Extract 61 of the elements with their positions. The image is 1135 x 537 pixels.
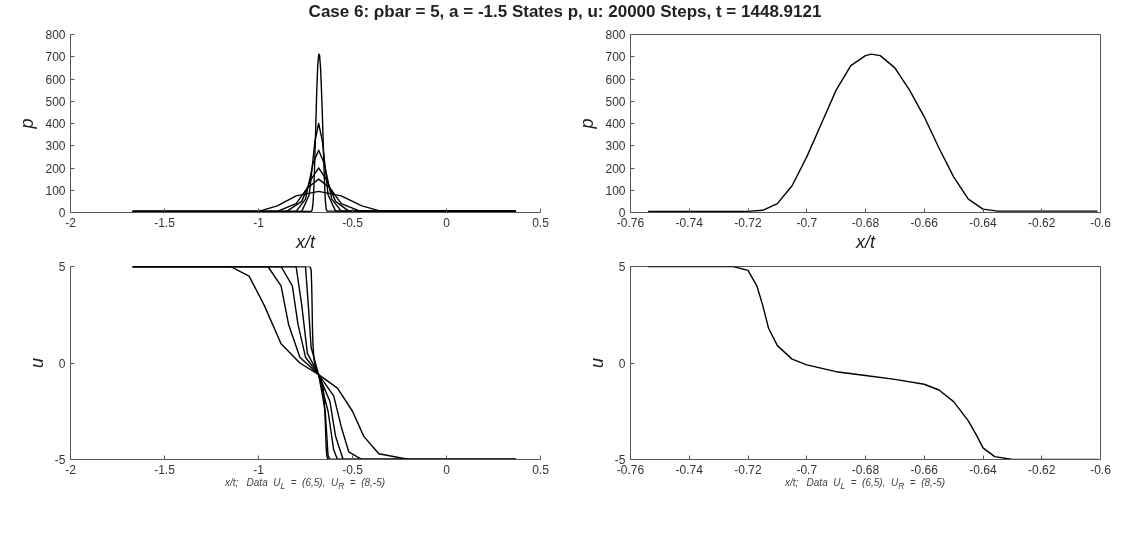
y-tick-label: 700 bbox=[45, 50, 66, 65]
x-tick-label: 0 bbox=[443, 215, 451, 230]
x-tick-label: 0.5 bbox=[532, 462, 550, 477]
x-axis-title: x/t bbox=[295, 231, 316, 252]
x-tick-label: -0.68 bbox=[851, 215, 880, 230]
x-tick-label: -2 bbox=[65, 215, 77, 230]
y-tick-label: 5 bbox=[618, 260, 626, 274]
x-tick-label: -0.6 bbox=[1090, 215, 1112, 230]
y-tick-label: 300 bbox=[605, 139, 626, 154]
x-tick-label: -0.72 bbox=[734, 215, 762, 230]
y-tick-label: -5 bbox=[614, 453, 626, 467]
x-tick-label: 0.5 bbox=[532, 215, 550, 230]
y-tick-label: 200 bbox=[605, 161, 626, 176]
x-tick-label: -1.5 bbox=[154, 462, 176, 477]
x-tick-label: -1.5 bbox=[154, 215, 176, 230]
x-tick-label: -0.7 bbox=[796, 462, 818, 477]
y-tick-label: 800 bbox=[45, 28, 66, 42]
x-tick-label: -0.6 bbox=[1090, 462, 1112, 477]
y-tick-label: 5 bbox=[58, 260, 66, 274]
y-tick-label: 0 bbox=[618, 356, 626, 371]
x-tick-label: -0.68 bbox=[851, 462, 880, 477]
y-axis-title: p bbox=[17, 118, 38, 130]
y-tick-label: 0 bbox=[58, 206, 66, 220]
x-tick-label: -0.5 bbox=[342, 462, 364, 477]
x-tick-label: -2 bbox=[65, 462, 77, 477]
x-tick-label: -0.72 bbox=[734, 462, 762, 477]
x-tick-label: -0.66 bbox=[910, 215, 939, 230]
chart-title: Case 6: ρbar = 5, a = -1.5 States p, u: 20000 Steps, t = 1448.9121 bbox=[308, 1, 822, 23]
y-tick-label: 500 bbox=[605, 94, 626, 109]
y-tick-label: 800 bbox=[605, 28, 626, 42]
x-tick-label: -0.74 bbox=[675, 215, 704, 230]
x-tick-label: -0.64 bbox=[969, 462, 997, 477]
y-axis-title: u bbox=[586, 357, 607, 369]
y-tick-label: 500 bbox=[45, 94, 66, 109]
x-tick-label: -0.7 bbox=[796, 215, 818, 230]
y-tick-label: -5 bbox=[54, 453, 66, 467]
x-tick-label: -0.5 bbox=[342, 215, 364, 230]
x-axis-title: x/t; Data U$_{L}$ = (6,5), U$_{R}$ = (8,-5) bbox=[784, 476, 946, 493]
y-tick-label: 0 bbox=[58, 356, 66, 371]
x-axis-title: x/t; Data U$_{L}$ = (6,5), U$_{R}$ = (8,-5) bbox=[224, 476, 386, 493]
y-tick-label: 0 bbox=[618, 206, 626, 220]
x-tick-label: 0 bbox=[443, 462, 451, 477]
y-tick-label: 700 bbox=[605, 50, 626, 65]
x-tick-label: -0.62 bbox=[1028, 462, 1056, 477]
x-tick-label: -0.74 bbox=[675, 462, 704, 477]
y-axis-title: u bbox=[26, 357, 47, 369]
x-tick-label: -1 bbox=[253, 462, 265, 477]
y-tick-label: 400 bbox=[605, 117, 626, 131]
x-tick-label: -0.64 bbox=[969, 215, 997, 230]
y-axis-title: p bbox=[577, 118, 598, 130]
x-tick-label: -1 bbox=[253, 215, 265, 230]
y-tick-label: 600 bbox=[45, 72, 66, 87]
y-tick-label: 300 bbox=[45, 139, 66, 154]
x-tick-label: -0.66 bbox=[910, 462, 939, 477]
y-tick-label: 600 bbox=[605, 72, 626, 87]
y-tick-label: 100 bbox=[605, 183, 626, 198]
x-axis-title: x/t bbox=[855, 231, 876, 252]
x-tick-label: -0.62 bbox=[1028, 215, 1056, 230]
y-tick-label: 400 bbox=[45, 117, 66, 131]
y-tick-label: 100 bbox=[45, 183, 66, 198]
y-tick-label: 200 bbox=[45, 161, 66, 176]
